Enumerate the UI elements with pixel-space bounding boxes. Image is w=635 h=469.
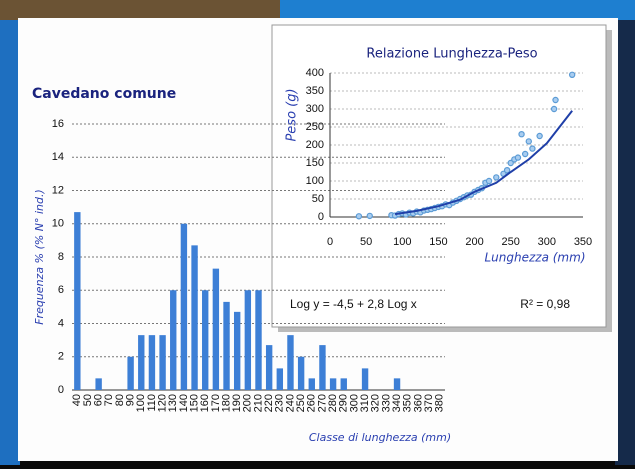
y-tick-label: 2 bbox=[58, 351, 64, 363]
x-tick-label: 350 bbox=[574, 236, 592, 248]
bar bbox=[234, 312, 240, 390]
x-tick-label: 0 bbox=[327, 236, 333, 248]
point bbox=[530, 146, 535, 151]
bar bbox=[74, 212, 80, 390]
x-tick-label: 300 bbox=[538, 236, 556, 248]
y-tick-label: 100 bbox=[306, 175, 324, 187]
bar bbox=[245, 290, 251, 390]
x-axis-label: Lunghezza (mm) bbox=[484, 251, 585, 265]
bar bbox=[362, 368, 368, 390]
y-axis-label: Peso (g) bbox=[285, 88, 300, 141]
bar bbox=[223, 302, 229, 390]
bar bbox=[266, 345, 272, 390]
bar bbox=[127, 357, 133, 390]
x-tick-label: 380 bbox=[434, 394, 446, 412]
point bbox=[570, 72, 575, 77]
x-tick-label: 150 bbox=[429, 236, 447, 248]
point bbox=[553, 97, 558, 102]
point bbox=[356, 214, 361, 219]
top-image bbox=[280, 0, 635, 20]
y-tick-label: 150 bbox=[306, 157, 324, 169]
bar bbox=[191, 245, 197, 390]
bar bbox=[202, 290, 208, 390]
y-tick-label: 10 bbox=[52, 218, 64, 230]
chart-title: Cavedano comune bbox=[32, 86, 176, 102]
y-tick-label: 6 bbox=[58, 284, 64, 296]
bar bbox=[149, 335, 155, 390]
x-tick-label: 200 bbox=[465, 236, 483, 248]
point bbox=[526, 139, 531, 144]
annotation: R² = 0,98 bbox=[520, 297, 570, 311]
y-tick-label: 8 bbox=[58, 251, 64, 263]
bar bbox=[181, 224, 187, 390]
bar bbox=[170, 290, 176, 390]
point bbox=[486, 178, 491, 183]
y-tick-label: 12 bbox=[52, 184, 64, 196]
bar bbox=[287, 335, 293, 390]
bar bbox=[319, 345, 325, 390]
bar bbox=[213, 269, 219, 390]
x-tick-label: 100 bbox=[393, 236, 411, 248]
bar bbox=[341, 378, 347, 390]
y-tick-label: 400 bbox=[306, 67, 324, 79]
point bbox=[505, 168, 510, 173]
point bbox=[515, 155, 520, 160]
x-tick-label: 50 bbox=[360, 236, 372, 248]
x-axis-label: Classe di lunghezza (mm) bbox=[309, 431, 451, 444]
point bbox=[537, 133, 542, 138]
y-tick-label: 16 bbox=[52, 118, 64, 130]
chart-title: Relazione Lunghezza-Peso bbox=[366, 47, 537, 62]
point bbox=[523, 151, 528, 156]
x-tick-label: 250 bbox=[502, 236, 520, 248]
slide: Cavedano comune Frequenza % (% N° ind.) Cl… bbox=[0, 0, 635, 465]
y-tick-label: 4 bbox=[58, 317, 64, 329]
bar bbox=[277, 368, 283, 390]
bar bbox=[394, 378, 400, 390]
bar bbox=[309, 378, 315, 390]
point bbox=[367, 213, 372, 218]
bar bbox=[330, 378, 336, 390]
y-tick-label: 50 bbox=[312, 193, 324, 205]
point bbox=[494, 175, 499, 180]
bar bbox=[255, 290, 261, 390]
y-tick-label: 0 bbox=[318, 211, 324, 223]
point bbox=[519, 132, 524, 137]
annotation: Log y = -4,5 + 2,8 Log x bbox=[290, 297, 417, 311]
y-tick-label: 350 bbox=[306, 85, 324, 97]
y-tick-label: 250 bbox=[306, 121, 324, 133]
point bbox=[551, 106, 556, 111]
top-image bbox=[0, 0, 280, 20]
bar bbox=[298, 357, 304, 390]
bar bbox=[95, 378, 101, 390]
page: {"chart_data": [ {"type": "bar", "title"… bbox=[0, 0, 635, 465]
y-axis-label: Frequenza % (% N° ind.) bbox=[33, 189, 46, 325]
left-border bbox=[0, 20, 20, 465]
y-tick-label: 14 bbox=[52, 151, 64, 163]
y-tick-label: 0 bbox=[58, 384, 64, 396]
y-tick-label: 300 bbox=[306, 103, 324, 115]
bar bbox=[138, 335, 144, 390]
bar bbox=[159, 335, 165, 390]
y-tick-label: 200 bbox=[306, 139, 324, 151]
